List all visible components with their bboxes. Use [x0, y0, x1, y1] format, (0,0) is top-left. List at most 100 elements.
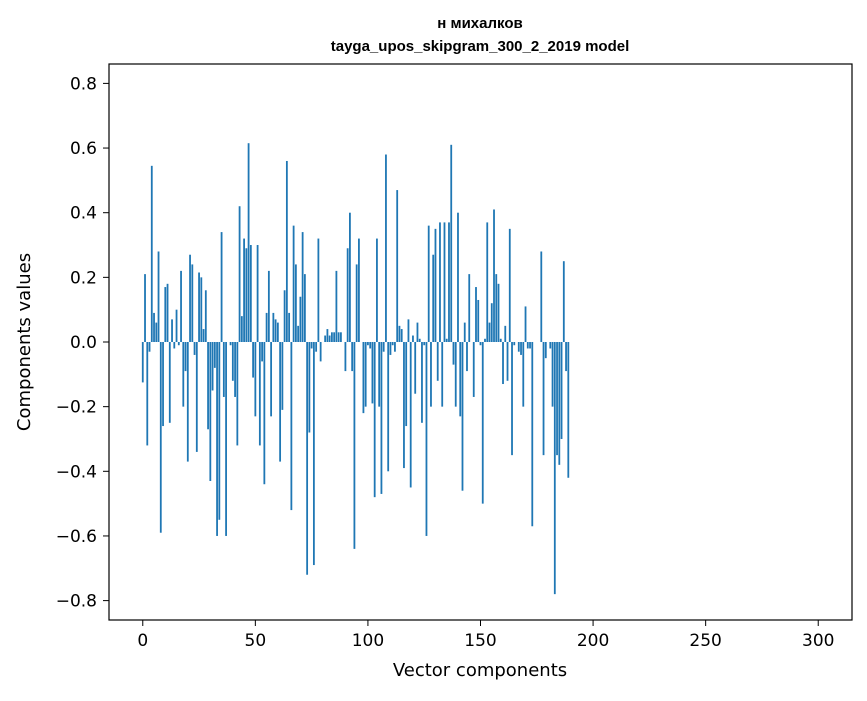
- bar-115: [400, 329, 403, 342]
- bar-117: [405, 342, 408, 427]
- bar-68: [294, 264, 297, 342]
- bar-48: [249, 245, 252, 342]
- bar-13: [171, 319, 173, 342]
- bar-147: [472, 342, 475, 397]
- bar-0: [141, 342, 144, 383]
- bar-112: [394, 342, 396, 352]
- bar-2: [146, 342, 149, 446]
- bar-59: [274, 319, 277, 342]
- bar-28: [204, 290, 207, 342]
- bar-105: [378, 342, 381, 407]
- bar-163: [508, 228, 511, 342]
- bar-79: [319, 342, 322, 362]
- bar-129: [432, 254, 435, 342]
- bar-156: [493, 209, 495, 342]
- bar-165: [513, 342, 516, 346]
- bar-75: [310, 342, 313, 349]
- bar-128: [430, 342, 432, 407]
- x-tick-label: 50: [245, 631, 267, 651]
- bar-155: [490, 303, 493, 342]
- bar-139: [454, 342, 457, 407]
- bar-114: [398, 325, 401, 342]
- bar-169: [522, 342, 525, 407]
- bar-153: [486, 222, 489, 342]
- bar-164: [511, 342, 513, 456]
- bar-56: [267, 270, 270, 342]
- bar-25: [198, 272, 200, 342]
- bar-12: [168, 342, 171, 423]
- bar-131: [436, 342, 439, 381]
- bar-119: [409, 342, 412, 488]
- bar-77: [315, 342, 318, 352]
- bar-72: [303, 274, 306, 342]
- bar-34: [218, 342, 221, 520]
- bar-44: [240, 316, 243, 342]
- bar-7: [157, 251, 160, 342]
- bar-186: [560, 342, 563, 439]
- bar-140: [457, 212, 459, 342]
- bar-101: [369, 342, 372, 349]
- bar-54: [263, 342, 266, 485]
- bar-70: [299, 296, 302, 342]
- bar-167: [517, 342, 520, 352]
- bar-187: [562, 261, 565, 342]
- bar-107: [382, 342, 385, 352]
- bar-9: [162, 342, 164, 427]
- bar-5: [153, 312, 155, 342]
- bar-4: [150, 165, 153, 342]
- x-tick-label: 250: [689, 631, 721, 651]
- bar-90: [344, 342, 347, 372]
- bar-149: [477, 299, 480, 342]
- bar-43: [238, 206, 241, 342]
- bar-150: [479, 342, 482, 346]
- bar-85: [333, 332, 336, 342]
- bar-76: [312, 342, 315, 566]
- bar-32: [213, 342, 216, 368]
- bar-148: [475, 287, 477, 342]
- bar-58: [272, 312, 275, 342]
- bar-series: [141, 143, 570, 595]
- bar-111: [391, 342, 394, 346]
- bar-113: [396, 190, 399, 342]
- bar-182: [551, 342, 554, 407]
- bar-141: [459, 342, 462, 417]
- bar-161: [504, 325, 507, 342]
- bar-26: [200, 277, 203, 342]
- bar-143: [463, 322, 466, 342]
- bar-64: [285, 160, 288, 342]
- bar-133: [441, 342, 444, 407]
- bar-118: [407, 319, 410, 342]
- chart-subtitle: tayga_upos_skipgram_300_2_2019 model: [331, 38, 630, 55]
- bar-120: [412, 335, 414, 342]
- bar-22: [191, 264, 194, 342]
- bar-46: [245, 248, 248, 342]
- bar-60: [276, 322, 279, 342]
- bar-172: [529, 342, 531, 349]
- bar-20: [186, 342, 189, 462]
- x-axis-ticks: 0 50 100 150 200 250 300: [137, 620, 834, 651]
- bar-55: [265, 312, 268, 342]
- bar-10: [164, 287, 167, 342]
- bar-81: [324, 335, 327, 342]
- bar-15: [175, 309, 178, 342]
- y-tick-label: 0.8: [70, 74, 97, 94]
- bar-73: [306, 342, 309, 575]
- bar-86: [335, 270, 338, 342]
- bar-99: [364, 342, 367, 407]
- bar-45: [243, 238, 245, 342]
- bar-173: [531, 342, 534, 527]
- bar-159: [499, 338, 502, 342]
- bar-102: [371, 342, 374, 404]
- bar-42: [236, 342, 239, 446]
- y-tick-label: −0.4: [56, 462, 97, 482]
- bar-78: [317, 238, 320, 342]
- bar-103: [373, 342, 376, 498]
- bar-50: [254, 342, 257, 417]
- y-tick-label: 0.2: [70, 268, 97, 288]
- bar-109: [387, 342, 390, 472]
- bar-137: [450, 144, 453, 342]
- bar-179: [544, 342, 547, 359]
- bar-8: [159, 342, 162, 533]
- bar-130: [434, 228, 437, 342]
- bar-168: [520, 342, 522, 355]
